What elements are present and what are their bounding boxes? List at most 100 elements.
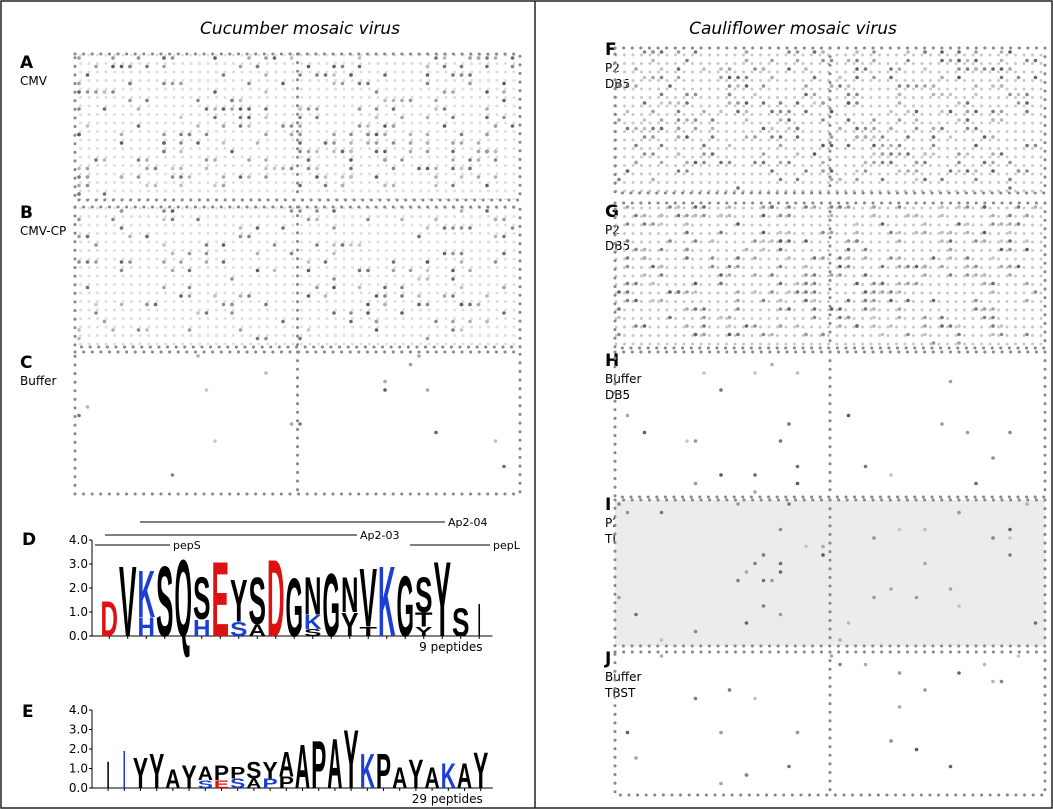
- spot: [1016, 92, 1021, 97]
- spot: [442, 64, 447, 69]
- spot: [634, 756, 638, 760]
- spot: [162, 243, 166, 247]
- logo-letter: Y: [263, 756, 278, 783]
- spot: [999, 67, 1004, 71]
- spot: [162, 260, 166, 264]
- spot: [753, 135, 757, 139]
- spot: [693, 50, 698, 54]
- spot: [812, 307, 817, 311]
- spot: [272, 243, 277, 247]
- spot: [897, 264, 902, 269]
- spot: [948, 247, 953, 252]
- spot: [651, 264, 655, 269]
- spot: [374, 319, 379, 324]
- spot: [451, 183, 455, 188]
- spot: [897, 230, 902, 235]
- spot: [753, 239, 757, 243]
- spot: [1008, 247, 1012, 252]
- spot: [897, 705, 902, 709]
- spot: [719, 160, 723, 165]
- spot: [179, 149, 183, 154]
- spot: [642, 247, 647, 252]
- spot: [1008, 273, 1012, 277]
- logo-letter: E: [214, 778, 229, 790]
- spot: [897, 671, 902, 675]
- logo-letter: S: [230, 618, 248, 640]
- spot: [991, 332, 995, 337]
- spot: [77, 192, 81, 196]
- spot: [812, 205, 817, 209]
- spot: [923, 152, 927, 156]
- spot: [829, 307, 834, 311]
- spot: [502, 115, 506, 120]
- spot: [1016, 654, 1021, 658]
- spot: [1008, 264, 1012, 269]
- spot: [940, 230, 944, 235]
- spot: [846, 621, 851, 625]
- logo-letter: K: [378, 546, 396, 658]
- spot: [94, 64, 98, 69]
- spot: [778, 561, 783, 566]
- spot: [846, 239, 851, 243]
- spot: [778, 101, 783, 105]
- spot: [634, 160, 638, 165]
- spot: [982, 239, 987, 243]
- spot: [787, 126, 791, 131]
- spot: [298, 132, 302, 137]
- spot: [761, 67, 766, 71]
- spot: [434, 319, 438, 324]
- spot: [804, 544, 808, 549]
- spot: [400, 311, 404, 315]
- logo-letter: Y: [133, 749, 148, 797]
- spot: [719, 273, 723, 277]
- spot: [94, 243, 98, 247]
- spot: [383, 149, 387, 154]
- logo-letter: P: [376, 744, 391, 799]
- spot: [770, 205, 774, 209]
- spot: [617, 84, 621, 88]
- spot: [1033, 143, 1038, 148]
- spot: [693, 213, 698, 218]
- spot: [434, 183, 438, 188]
- spot: [340, 64, 345, 69]
- spot: [442, 226, 447, 230]
- spot: [999, 239, 1004, 243]
- spot: [366, 311, 370, 315]
- spot: [247, 294, 251, 298]
- spot: [485, 90, 489, 94]
- spot: [442, 124, 447, 128]
- spot: [846, 84, 851, 88]
- spot: [289, 166, 294, 171]
- spot: [804, 169, 808, 173]
- spot: [1033, 58, 1038, 63]
- spot: [230, 302, 234, 307]
- spot: [417, 302, 421, 307]
- spot: [485, 149, 489, 154]
- panel-caption: Buffer: [605, 372, 641, 386]
- spot: [485, 56, 489, 60]
- spot: [230, 149, 234, 154]
- spot: [965, 67, 970, 71]
- spot: [289, 132, 294, 137]
- spot: [693, 439, 698, 443]
- spot: [400, 285, 404, 290]
- panel-caption: Buffer: [20, 374, 56, 388]
- spot: [719, 109, 723, 114]
- spot: [617, 502, 621, 506]
- spot: [829, 109, 834, 114]
- spot: [770, 273, 774, 277]
- spot: [787, 118, 791, 122]
- spot: [846, 92, 851, 97]
- spot: [459, 64, 464, 69]
- spot: [829, 273, 834, 277]
- spot: [778, 281, 783, 286]
- spot: [119, 268, 124, 273]
- spot: [855, 239, 859, 243]
- spot: [744, 135, 749, 139]
- spot: [702, 371, 706, 375]
- spot: [914, 595, 919, 600]
- spot: [795, 464, 800, 469]
- spot: [634, 247, 638, 252]
- spot: [349, 141, 353, 145]
- spot: [965, 126, 970, 131]
